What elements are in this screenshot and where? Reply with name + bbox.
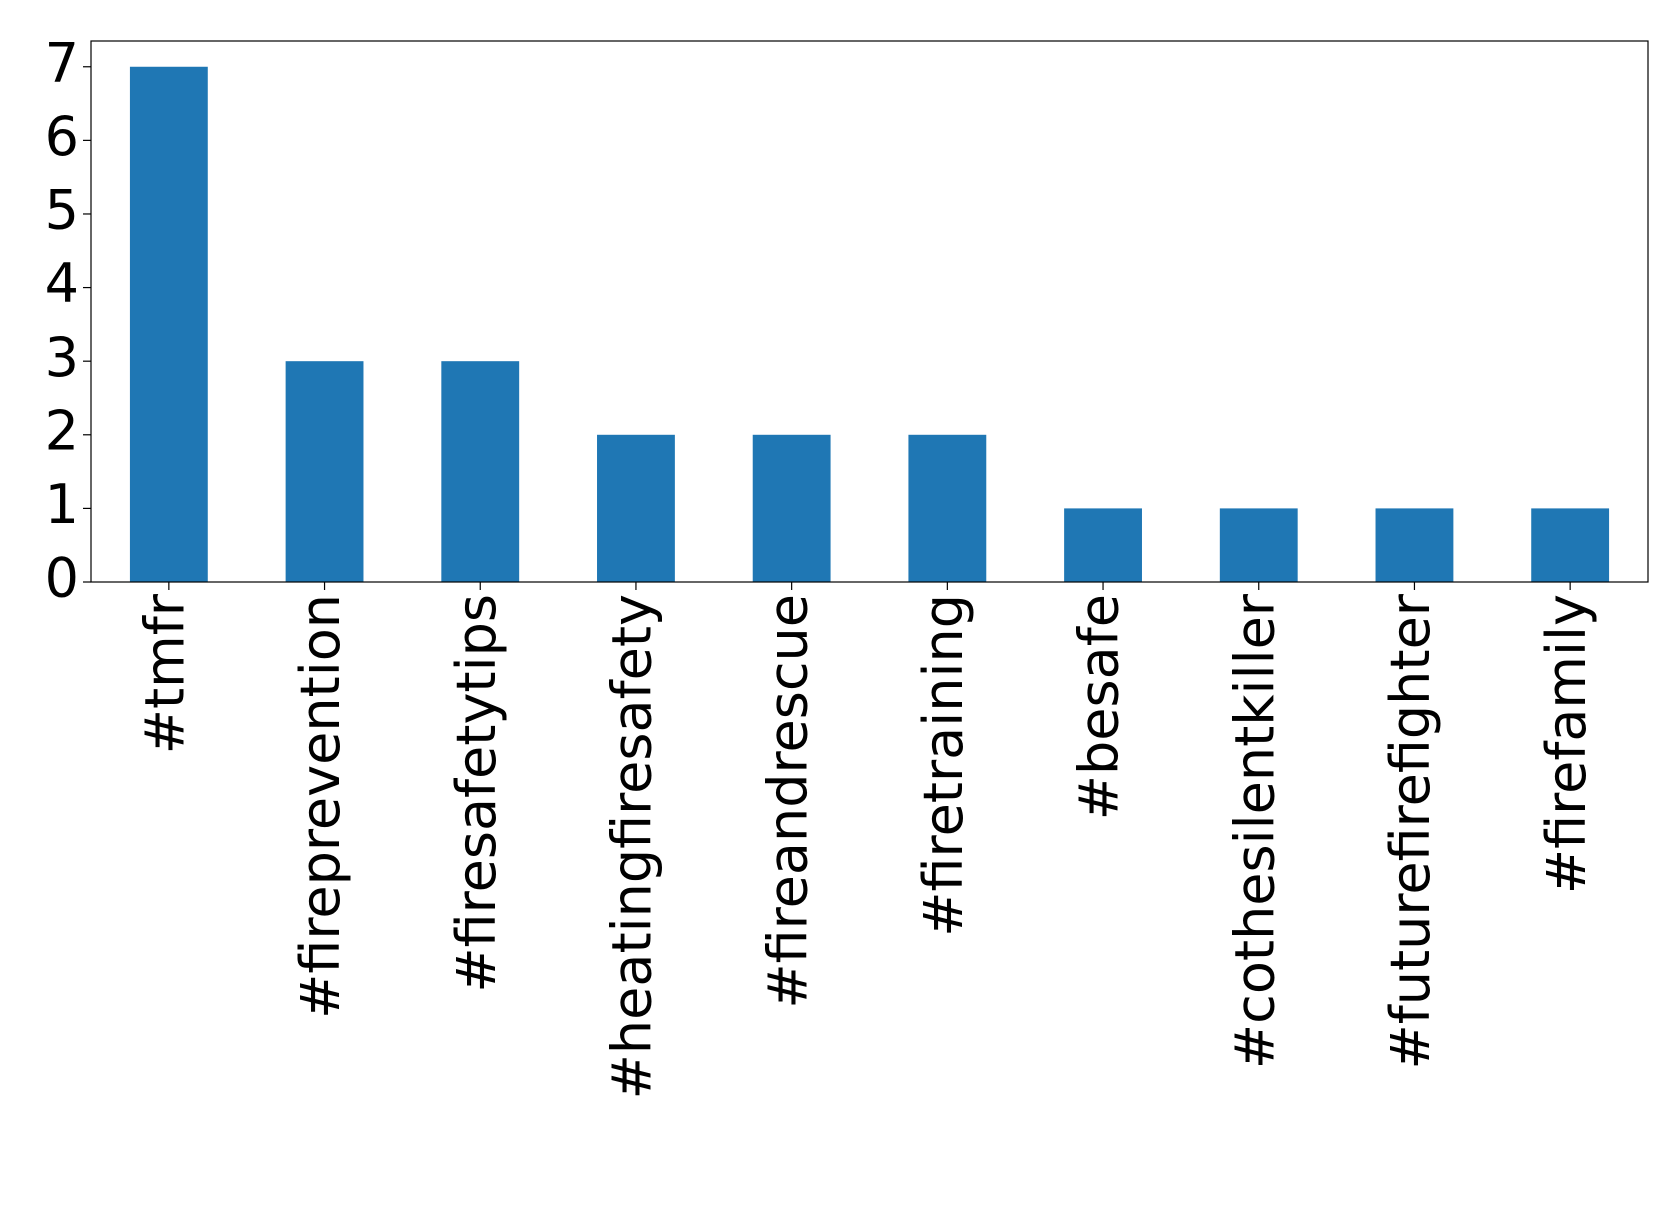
x-tick-label: #heatingfiresafety: [601, 594, 664, 1099]
bar: [441, 361, 520, 582]
x-tick-label: #firefamily: [1535, 594, 1598, 894]
y-tick-label: 3: [45, 326, 79, 389]
x-tick-label: #firetraining: [912, 594, 975, 937]
y-tick-label: 7: [45, 31, 79, 94]
bar: [1064, 508, 1142, 582]
x-tick-label: #fireandrescue: [756, 594, 819, 1009]
x-tick-label: #tmfr: [133, 593, 196, 754]
y-tick-label: 6: [45, 105, 79, 168]
x-tick-label: #firesafetytips: [445, 594, 508, 993]
x-tick-label: #besafe: [1068, 594, 1131, 820]
y-tick-label: 1: [45, 473, 79, 536]
x-tick-label: #fireprevention: [289, 594, 352, 1019]
y-tick-label: 0: [45, 547, 79, 610]
bar: [1219, 508, 1298, 582]
y-tick-label: 4: [45, 252, 79, 315]
plot-frame: [90, 40, 1649, 583]
x-tick-label: #cothesilentkiller: [1223, 593, 1286, 1069]
bar: [129, 66, 208, 582]
bar: [1375, 508, 1454, 582]
bar: [752, 434, 831, 582]
y-tick-label: 5: [45, 179, 79, 242]
bar: [908, 434, 987, 582]
x-tick-label: #futurefirefighter: [1379, 593, 1442, 1069]
bar: [1531, 508, 1610, 582]
bar: [597, 434, 675, 582]
y-tick-label: 2: [45, 399, 79, 462]
bar: [285, 361, 364, 582]
